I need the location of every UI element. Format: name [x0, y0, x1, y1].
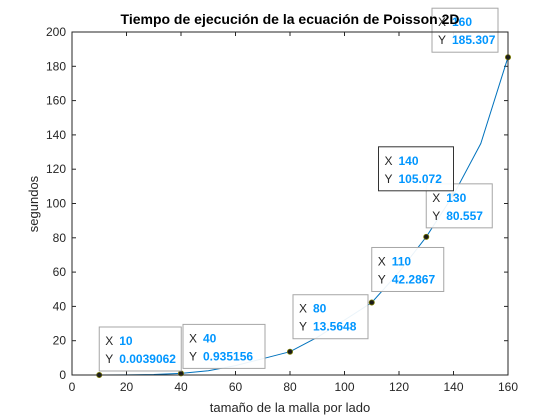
x-tick-label: 20	[120, 380, 134, 394]
y-tick-label: 120	[46, 162, 66, 176]
datatip: X 10 Y 0.0039062	[98, 326, 182, 372]
y-tick-label: 60	[53, 265, 67, 279]
y-axis-ticks: 0 20 40 60 80 100 120 140 160 180 200	[46, 25, 508, 382]
datatip-x-key: X	[105, 334, 113, 348]
datatip-x-key: X	[438, 15, 446, 29]
datatip-x-value: 110	[392, 254, 412, 268]
datatip-x-value: 160	[452, 15, 472, 29]
datatip-marker	[368, 299, 375, 306]
datatip-box	[98, 326, 182, 372]
datatip-x-value: 80	[313, 302, 327, 316]
datatip-marker	[286, 348, 293, 355]
y-tick-label: 100	[46, 197, 66, 211]
datatip: X 80 Y 13.5648	[292, 294, 369, 340]
x-tick-label: 40	[174, 380, 188, 394]
chart-title: Tiempo de ejecución de la ecuación de Po…	[121, 11, 460, 27]
datatip-y-key: Y	[432, 209, 440, 223]
datatip-box	[182, 323, 266, 369]
datatip-box	[292, 294, 369, 340]
y-tick-label: 140	[46, 128, 66, 142]
y-axis-label: segundos	[26, 175, 41, 232]
datatip-y-key: Y	[189, 349, 197, 363]
datatip-marker	[423, 233, 430, 240]
datatip-x-value: 130	[446, 191, 466, 205]
y-tick-label: 200	[46, 25, 66, 39]
datatip-y-value: 80.557	[446, 209, 483, 223]
x-tick-label: 120	[389, 380, 409, 394]
datatip-y-value: 13.5648	[313, 320, 357, 334]
x-tick-label: 0	[69, 380, 76, 394]
datatip-x-key: X	[299, 302, 307, 316]
x-tick-label: 160	[498, 380, 518, 394]
datatip-x-key: X	[385, 154, 393, 168]
datatip-y-value: 0.935156	[203, 349, 253, 363]
datatip-y-key: Y	[105, 352, 113, 366]
y-tick-label: 160	[46, 94, 66, 108]
x-tick-label: 60	[229, 380, 243, 394]
x-tick-label: 80	[283, 380, 297, 394]
y-tick-label: 0	[59, 368, 66, 382]
datatip-y-key: Y	[385, 172, 393, 186]
x-axis-label: tamaño de la malla por lado	[210, 400, 370, 415]
datatip-x-key: X	[189, 331, 197, 345]
datatip-y-value: 42.2867	[392, 272, 436, 286]
datatip-x-value: 40	[203, 331, 217, 345]
datatip-y-key: Y	[378, 272, 386, 286]
datatip-x-key: X	[378, 254, 386, 268]
axes-box	[71, 31, 509, 376]
y-tick-label: 40	[53, 299, 67, 313]
y-tick-label: 80	[53, 231, 67, 245]
y-tick-label: 180	[46, 59, 66, 73]
datatip-box	[371, 246, 445, 292]
datatip-y-key: Y	[299, 320, 307, 334]
datatip-y-key: Y	[438, 33, 446, 47]
x-axis-ticks: 0 20 40 60 80 100 120 140 160	[69, 32, 518, 394]
datatip: X 160 Y 185.307	[431, 7, 499, 53]
datatip-box	[431, 7, 499, 53]
datatip-x-key: X	[432, 191, 440, 205]
datatip-y-value: 105.072	[399, 172, 443, 186]
datatip: X 140 Y 105.072	[378, 146, 454, 192]
datatips: X 10 Y 0.0039062 X 40 Y 0.935156 X 80 Y 13.5648 X 110…	[98, 7, 499, 372]
datatip-box	[378, 146, 454, 192]
datatip-y-value: 0.0039062	[119, 352, 176, 366]
y-tick-label: 20	[53, 334, 67, 348]
x-tick-label: 100	[334, 380, 354, 394]
datatip-x-value: 140	[399, 154, 419, 168]
x-tick-label: 140	[443, 380, 463, 394]
datatip-x-value: 10	[119, 334, 133, 348]
datatip: X 110 Y 42.2867	[371, 246, 445, 292]
datatip: X 40 Y 0.935156	[182, 323, 266, 369]
datatip-y-value: 185.307	[452, 33, 496, 47]
